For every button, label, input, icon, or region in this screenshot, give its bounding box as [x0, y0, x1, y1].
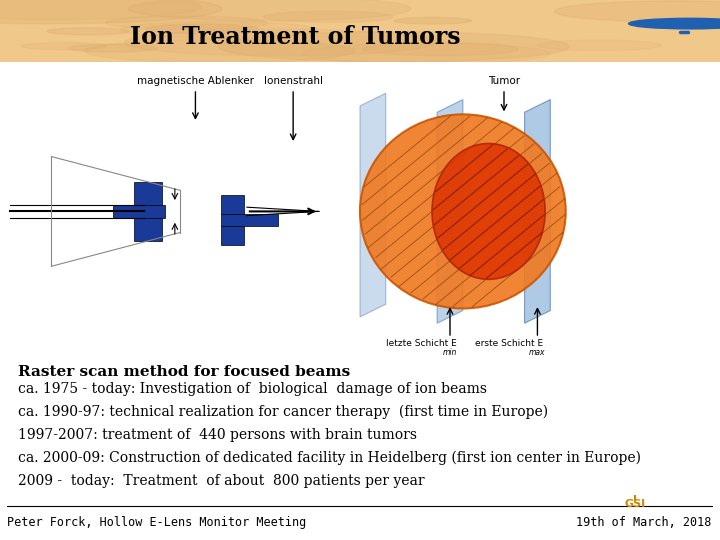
- Bar: [221, 194, 244, 213]
- Text: Tumor: Tumor: [488, 76, 520, 86]
- Text: Ion Treatment of Tumors: Ion Treatment of Tumors: [130, 25, 460, 49]
- Circle shape: [537, 40, 662, 51]
- Text: min: min: [443, 348, 457, 357]
- Circle shape: [47, 28, 129, 35]
- Bar: [134, 218, 162, 241]
- Circle shape: [146, 24, 258, 34]
- Text: Ionenstrahl: Ionenstrahl: [264, 76, 323, 86]
- Bar: [221, 226, 244, 245]
- Circle shape: [128, 0, 411, 21]
- Ellipse shape: [360, 114, 566, 308]
- Circle shape: [105, 16, 267, 30]
- Text: GSI: GSI: [625, 499, 646, 509]
- Polygon shape: [360, 93, 386, 317]
- Circle shape: [125, 29, 435, 56]
- Circle shape: [629, 18, 720, 29]
- Circle shape: [362, 42, 518, 56]
- Text: ca. 2000-09: Construction of dedicated facility in Heidelberg (first ion center : ca. 2000-09: Construction of dedicated f…: [18, 451, 641, 465]
- Ellipse shape: [432, 144, 545, 279]
- Circle shape: [394, 17, 472, 24]
- Circle shape: [264, 11, 393, 23]
- Text: 19th of March, 2018: 19th of March, 2018: [576, 516, 711, 529]
- Bar: [134, 182, 162, 205]
- Bar: [221, 213, 278, 226]
- Circle shape: [303, 43, 550, 64]
- Circle shape: [554, 1, 720, 22]
- Circle shape: [85, 39, 354, 63]
- Circle shape: [0, 0, 201, 19]
- Text: 2009 -  today:  Treatment  of about  800 patients per year: 2009 - today: Treatment of about 800 pat…: [18, 474, 425, 488]
- Text: letzte Schicht E: letzte Schicht E: [387, 339, 457, 348]
- Circle shape: [68, 44, 157, 52]
- Bar: [113, 205, 165, 218]
- Circle shape: [0, 0, 222, 24]
- Circle shape: [21, 43, 107, 50]
- Polygon shape: [525, 99, 550, 323]
- Text: erste Schicht E: erste Schicht E: [475, 339, 543, 348]
- Polygon shape: [437, 99, 463, 323]
- Circle shape: [218, 31, 570, 62]
- Text: Peter Forck, Hollow E-Lens Monitor Meeting: Peter Forck, Hollow E-Lens Monitor Meeti…: [7, 516, 307, 529]
- Circle shape: [121, 22, 318, 38]
- Text: ca. 1975 - today: Investigation of  biological  damage of ion beams: ca. 1975 - today: Investigation of biolo…: [18, 382, 487, 396]
- Text: Raster scan method for focused beams: Raster scan method for focused beams: [18, 364, 350, 379]
- Text: max: max: [529, 348, 546, 357]
- Text: ca. 1990-97: technical realization for cancer therapy  (first time in Europe): ca. 1990-97: technical realization for c…: [18, 405, 548, 420]
- Text: magnetische Ablenker: magnetische Ablenker: [137, 76, 254, 86]
- Text: 1997-2007: treatment of  440 persons with brain tumors: 1997-2007: treatment of 440 persons with…: [18, 428, 417, 442]
